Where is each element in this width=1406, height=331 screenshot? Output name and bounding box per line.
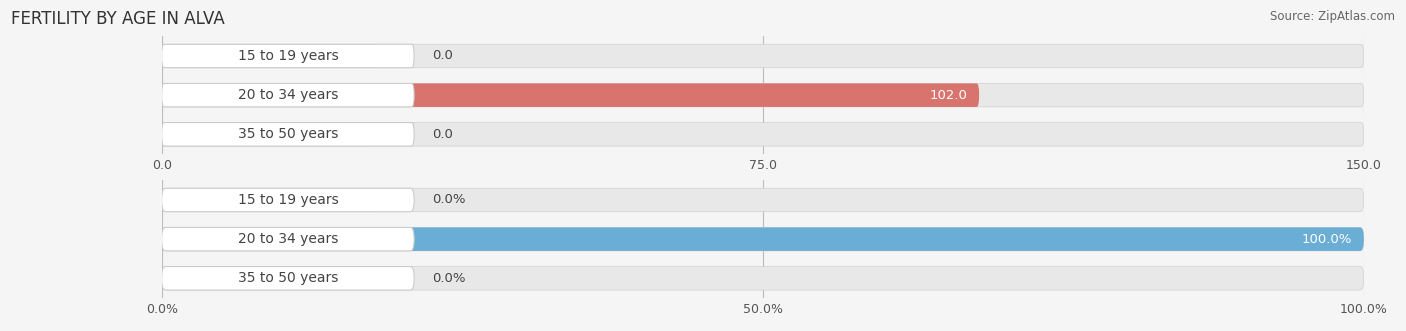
FancyBboxPatch shape bbox=[162, 44, 377, 68]
Text: 20 to 34 years: 20 to 34 years bbox=[238, 88, 337, 102]
Text: 102.0: 102.0 bbox=[929, 89, 967, 102]
FancyBboxPatch shape bbox=[162, 83, 415, 107]
Text: 0.0: 0.0 bbox=[432, 50, 453, 63]
Text: 35 to 50 years: 35 to 50 years bbox=[238, 271, 337, 285]
Text: 100.0%: 100.0% bbox=[1302, 233, 1351, 246]
Text: Source: ZipAtlas.com: Source: ZipAtlas.com bbox=[1270, 10, 1395, 23]
FancyBboxPatch shape bbox=[162, 227, 1364, 251]
Text: 20 to 34 years: 20 to 34 years bbox=[238, 232, 337, 246]
Text: 0.0%: 0.0% bbox=[432, 194, 465, 207]
Text: 35 to 50 years: 35 to 50 years bbox=[238, 127, 337, 141]
FancyBboxPatch shape bbox=[162, 227, 1364, 251]
FancyBboxPatch shape bbox=[162, 44, 1364, 68]
FancyBboxPatch shape bbox=[162, 266, 377, 290]
Text: FERTILITY BY AGE IN ALVA: FERTILITY BY AGE IN ALVA bbox=[11, 10, 225, 28]
FancyBboxPatch shape bbox=[162, 227, 415, 251]
Text: 0.0: 0.0 bbox=[432, 128, 453, 141]
Text: 15 to 19 years: 15 to 19 years bbox=[238, 193, 339, 207]
FancyBboxPatch shape bbox=[162, 83, 1364, 107]
FancyBboxPatch shape bbox=[162, 122, 1364, 146]
FancyBboxPatch shape bbox=[162, 122, 377, 146]
FancyBboxPatch shape bbox=[162, 266, 415, 290]
Text: 0.0%: 0.0% bbox=[432, 272, 465, 285]
Text: 15 to 19 years: 15 to 19 years bbox=[238, 49, 339, 63]
FancyBboxPatch shape bbox=[162, 83, 979, 107]
FancyBboxPatch shape bbox=[162, 122, 415, 146]
FancyBboxPatch shape bbox=[162, 44, 415, 68]
FancyBboxPatch shape bbox=[162, 188, 415, 212]
FancyBboxPatch shape bbox=[162, 188, 377, 212]
FancyBboxPatch shape bbox=[162, 266, 1364, 290]
FancyBboxPatch shape bbox=[162, 188, 1364, 212]
